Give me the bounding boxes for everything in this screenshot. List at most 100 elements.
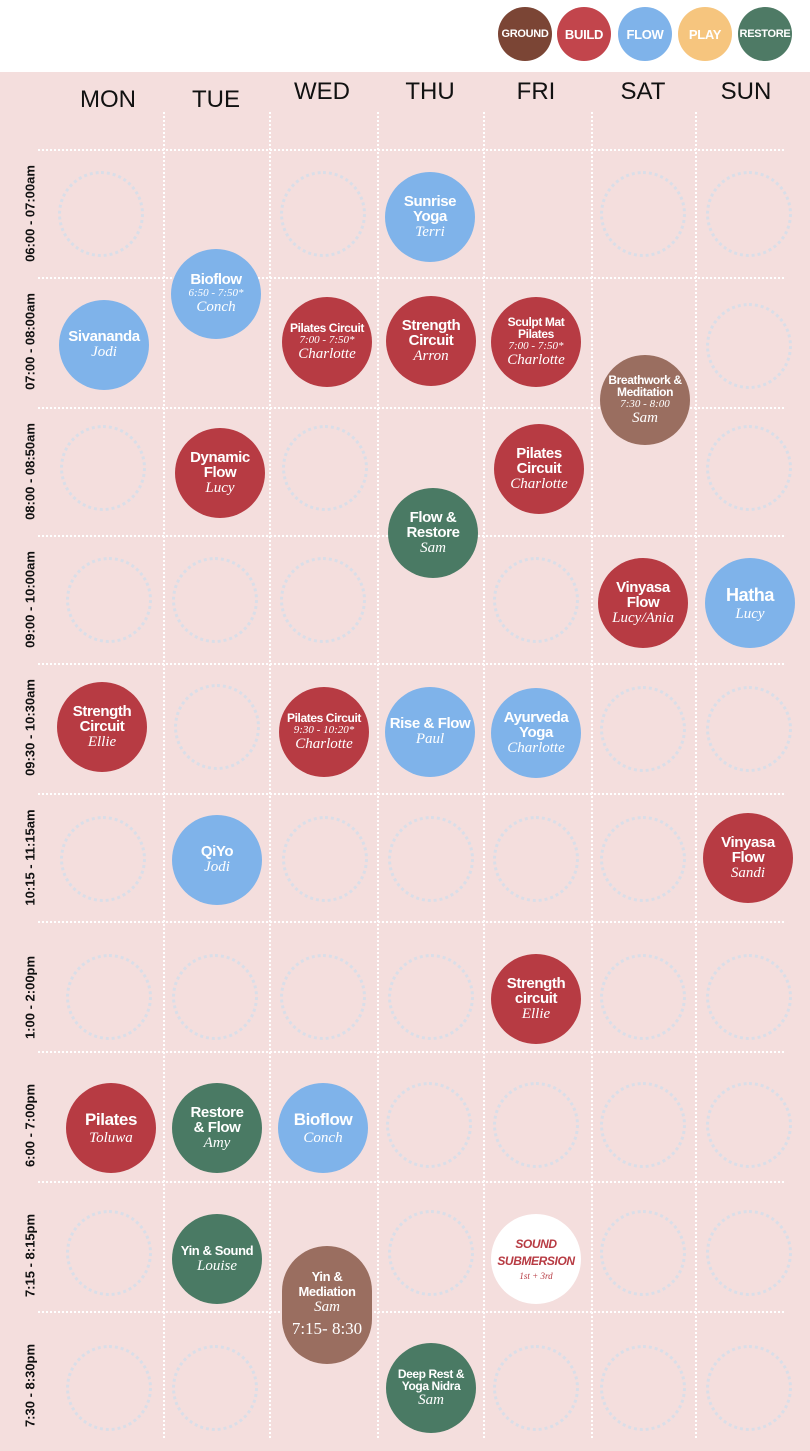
- class-time: 7:00 - 7:50*: [508, 339, 564, 352]
- class-instructor: Toluwa: [89, 1129, 133, 1146]
- class-instructor: Conch: [303, 1129, 343, 1146]
- class-instructor: Sam: [314, 1298, 340, 1315]
- class-pilates-circuit-fri[interactable]: Pilates Circuit Charlotte: [494, 424, 584, 514]
- class-time: 1st + 3rd: [519, 1271, 553, 1281]
- empty-slot: [172, 557, 258, 643]
- class-name: Pilates Circuit: [286, 710, 362, 725]
- class-sculpt-mat-pilates[interactable]: Sculpt Mat Pilates 7:00 - 7:50* Charlott…: [491, 297, 581, 387]
- empty-slot: [388, 1210, 474, 1296]
- class-yin-sound[interactable]: Yin & Sound Louise: [172, 1214, 262, 1304]
- empty-slot: [493, 1082, 579, 1168]
- class-strength-circuit-thu[interactable]: Strength Circuit Arron: [386, 296, 476, 386]
- time-label: 7:30 - 8:30pm: [22, 1343, 38, 1428]
- legend-ground: GROUND: [498, 7, 552, 61]
- class-instructor: Jodi: [204, 859, 230, 875]
- class-ayurveda-yoga[interactable]: Ayurveda Yoga Charlotte: [491, 688, 581, 778]
- class-instructor: Lucy: [735, 605, 765, 622]
- empty-slot: [600, 686, 686, 772]
- empty-slot: [58, 171, 144, 257]
- class-deep-rest[interactable]: Deep Rest & Yoga Nidra Sam: [386, 1343, 476, 1433]
- day-sun: SUN: [720, 78, 772, 105]
- empty-slot: [706, 954, 792, 1040]
- empty-slot: [706, 425, 792, 511]
- class-sound-submersion[interactable]: SOUND SUBMERSION 1st + 3rd: [491, 1214, 581, 1304]
- class-bioflow-tue[interactable]: Bioflow 6:50 - 7:50* Conch: [171, 249, 261, 339]
- class-instructor: Jodi: [91, 344, 117, 360]
- class-name: Strength Circuit: [401, 316, 461, 349]
- class-flow-restore[interactable]: Flow & Restore Sam: [388, 488, 478, 578]
- class-vinyasa-flow-sat[interactable]: Vinyasa Flow Lucy/Ania: [598, 558, 688, 648]
- col-divider: [163, 112, 165, 1438]
- class-instructor: Sam: [420, 539, 446, 556]
- class-pilates-circuit-wed[interactable]: Pilates Circuit 7:00 - 7:50* Charlotte: [282, 297, 372, 387]
- day-mon: MON: [80, 86, 136, 113]
- class-yin-mediation[interactable]: Yin & Mediation Sam 7:15- 8:30: [282, 1246, 372, 1364]
- time-label: 10:15 - 11:15am: [22, 809, 38, 906]
- empty-slot: [66, 1210, 152, 1296]
- class-time: 7:15- 8:30: [291, 1318, 363, 1338]
- time-label: 09:30 - 10:30am: [22, 679, 38, 776]
- class-strength-circuit-fri[interactable]: Strength circuit Ellie: [491, 954, 581, 1044]
- class-instructor: Sam: [418, 1391, 444, 1408]
- class-name: Breathwork & Meditation: [608, 372, 682, 399]
- class-name: Deep Rest & Yoga Nidra: [397, 1366, 465, 1393]
- class-pilates-mon[interactable]: Pilates Toluwa: [66, 1083, 156, 1173]
- row-divider: [38, 663, 784, 665]
- class-instructor: Ellie: [521, 1005, 551, 1022]
- empty-slot: [174, 684, 260, 770]
- class-instructor: Charlotte: [295, 735, 353, 752]
- class-name: Flow & Restore: [406, 508, 460, 541]
- day-thu: THU: [405, 78, 455, 105]
- class-pilates-circuit-wed-2[interactable]: Pilates Circuit 9:30 - 10:20* Charlotte: [279, 687, 369, 777]
- class-bioflow-wed[interactable]: Bioflow Conch: [278, 1083, 368, 1173]
- empty-slot: [493, 557, 579, 643]
- class-qiyo[interactable]: QiYo Jodi: [172, 815, 262, 905]
- row-divider: [38, 793, 784, 795]
- class-name: Strength Circuit: [72, 702, 132, 735]
- empty-slot: [66, 954, 152, 1040]
- class-restore-flow[interactable]: Restore & Flow Amy: [172, 1083, 262, 1173]
- class-instructor: Charlotte: [298, 345, 356, 362]
- empty-slot: [706, 1082, 792, 1168]
- class-rise-flow[interactable]: Rise & Flow Paul: [385, 687, 475, 777]
- class-name: Sculpt Mat Pilates: [507, 314, 565, 341]
- empty-slot: [706, 686, 792, 772]
- class-time: 6:50 - 7:50*: [188, 287, 244, 299]
- class-vinyasa-flow-sun[interactable]: Vinyasa Flow Sandi: [703, 813, 793, 903]
- class-breathwork[interactable]: Breathwork & Meditation 7:30 - 8:00 Sam: [600, 355, 690, 445]
- class-sunrise-yoga[interactable]: Sunrise Yoga Terri: [385, 172, 475, 262]
- time-label: 08:00 - 08:50am: [22, 423, 38, 520]
- empty-slot: [600, 954, 686, 1040]
- class-instructor: Ellie: [87, 733, 117, 750]
- day-sat: SAT: [620, 78, 666, 105]
- legend-play: PLAY: [678, 7, 732, 61]
- empty-slot: [600, 1210, 686, 1296]
- col-divider: [483, 112, 485, 1438]
- class-instructor: Charlotte: [507, 739, 565, 756]
- class-strength-circuit-mon[interactable]: Strength Circuit Ellie: [57, 682, 147, 772]
- class-sivananda[interactable]: Sivananda Jodi: [59, 300, 149, 390]
- empty-slot: [60, 816, 146, 902]
- empty-slot: [706, 171, 792, 257]
- class-instructor: Lucy: [205, 479, 235, 496]
- col-divider: [591, 112, 593, 1438]
- day-wed: WED: [294, 78, 350, 105]
- row-divider: [38, 1311, 784, 1313]
- empty-slot: [493, 816, 579, 902]
- empty-slot: [706, 1210, 792, 1296]
- class-hatha[interactable]: Hatha Lucy: [705, 558, 795, 648]
- time-label: 06:00 - 07:00am: [22, 165, 38, 262]
- day-tue: TUE: [192, 86, 240, 113]
- empty-slot: [60, 425, 146, 511]
- empty-slot: [280, 557, 366, 643]
- empty-slot: [282, 425, 368, 511]
- class-name: Vinyasa Flow: [721, 833, 775, 866]
- class-instructor: Conch: [196, 299, 236, 315]
- class-dynamic-flow[interactable]: Dynamic Flow Lucy: [175, 428, 265, 518]
- col-divider: [695, 112, 697, 1438]
- empty-slot: [388, 816, 474, 902]
- class-name: Bioflow: [293, 1109, 353, 1129]
- time-label: 7:15 - 8:15pm: [22, 1213, 38, 1298]
- class-time: 9:30 - 10:20*: [293, 723, 355, 736]
- class-instructor: Paul: [415, 731, 445, 747]
